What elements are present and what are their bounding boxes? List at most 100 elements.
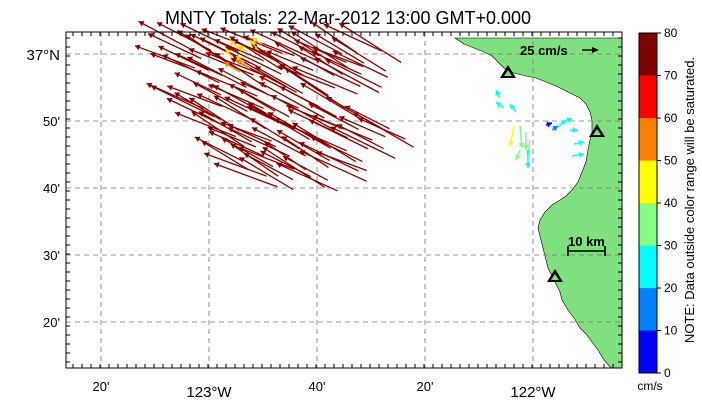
current-vector	[312, 46, 364, 68]
current-vector-head	[515, 154, 521, 160]
current-vector	[203, 152, 267, 177]
current-vector-head	[213, 85, 220, 91]
station-marker[interactable]	[547, 269, 563, 282]
current-vectors	[134, 20, 585, 192]
current-vector-head	[198, 111, 205, 117]
current-vector-head	[291, 31, 298, 37]
current-vector-head	[282, 156, 289, 162]
colorbar-swatch	[639, 330, 657, 373]
current-vector-head	[187, 56, 194, 62]
current-vector	[198, 111, 252, 143]
current-vector	[205, 51, 268, 78]
current-vector-head	[300, 57, 307, 63]
current-vector	[174, 111, 237, 138]
current-vector-head	[310, 136, 317, 142]
current-vector-head	[344, 105, 351, 111]
current-vector-head	[552, 126, 558, 132]
station-marker[interactable]	[500, 65, 516, 78]
colorbar-tick-label: 50	[664, 154, 678, 168]
current-vector-head	[353, 112, 360, 118]
current-vector	[238, 89, 290, 118]
current-vector-head	[238, 46, 244, 52]
current-vector-head	[331, 37, 338, 43]
station-markers	[500, 65, 605, 282]
current-vector	[271, 31, 320, 57]
current-vector-head	[510, 104, 516, 110]
current-vector	[162, 54, 220, 84]
current-vector	[191, 111, 245, 148]
colorbar-swatch	[639, 118, 657, 161]
current-vector-head	[190, 33, 197, 40]
current-vector-head	[260, 150, 267, 157]
current-vector-head	[218, 68, 225, 74]
current-vector	[207, 126, 257, 148]
colorbar-swatch	[639, 33, 657, 76]
current-vector	[218, 67, 268, 95]
current-vector-head	[239, 157, 246, 163]
current-vector-head	[194, 136, 201, 142]
lat-label: 30'	[43, 248, 60, 263]
current-vector	[138, 20, 194, 52]
current-vector-head	[251, 44, 258, 50]
current-vector-head	[230, 40, 236, 46]
current-vector-head	[204, 152, 210, 158]
current-vector-head	[280, 64, 286, 70]
current-vector-head	[299, 46, 305, 52]
colorbar-swatch	[639, 160, 657, 203]
current-vector-head	[309, 119, 315, 125]
lon-label: 40'	[309, 379, 326, 394]
current-vector-head	[227, 123, 234, 130]
current-vector	[230, 143, 279, 177]
current-vector-head	[495, 90, 501, 96]
current-vector-head	[214, 53, 221, 59]
current-vector-head	[162, 54, 169, 60]
colorbar-tick-label: 30	[664, 239, 678, 253]
current-vector-head	[243, 35, 250, 41]
current-vector-head	[220, 27, 227, 33]
current-vector	[188, 48, 254, 76]
current-vector	[323, 23, 382, 52]
colorbar-unit: cm/s	[637, 379, 662, 393]
latitude-labels: 37°N 50' 40' 30' 20'	[26, 47, 60, 330]
current-vector-head	[271, 31, 278, 38]
current-vector-head	[259, 82, 266, 88]
current-vector-head	[508, 140, 514, 146]
current-vector-head	[566, 117, 572, 123]
current-vector	[208, 84, 264, 109]
current-vector-head	[300, 83, 307, 89]
current-vector	[332, 50, 389, 78]
current-vector-head	[277, 28, 284, 34]
current-vector	[325, 58, 382, 88]
current-vector-head	[208, 83, 215, 90]
current-vector	[208, 130, 264, 157]
colorbar-tick-label: 70	[664, 69, 678, 83]
current-vector-head	[199, 37, 206, 43]
scale-bar: 10 km	[567, 234, 606, 256]
current-vector-head	[224, 62, 230, 68]
current-vector-head	[316, 150, 323, 157]
current-vector	[338, 22, 402, 64]
current-vector-head	[227, 127, 234, 133]
current-vector	[331, 36, 387, 72]
current-vector	[228, 83, 276, 112]
current-vector-head	[213, 162, 220, 168]
current-vector-head	[286, 104, 293, 111]
current-vector-head	[232, 39, 239, 45]
current-vector-head	[281, 136, 288, 142]
current-vector-head	[167, 84, 174, 91]
current-vector	[175, 52, 223, 76]
current-vector	[249, 29, 318, 62]
colorbar-tick-label: 60	[664, 111, 678, 125]
current-vector	[187, 56, 247, 89]
current-vector	[225, 46, 282, 75]
current-vector	[239, 156, 294, 191]
station-marker[interactable]	[589, 124, 605, 137]
current-vector	[214, 52, 267, 88]
longitude-labels: 20' 123°W 40' 20' 122°W	[93, 379, 557, 401]
current-vector-head	[525, 163, 531, 168]
current-vector-head	[250, 118, 257, 124]
current-vector-head	[546, 121, 552, 128]
current-vector-head	[311, 50, 318, 57]
current-vector	[330, 126, 396, 159]
